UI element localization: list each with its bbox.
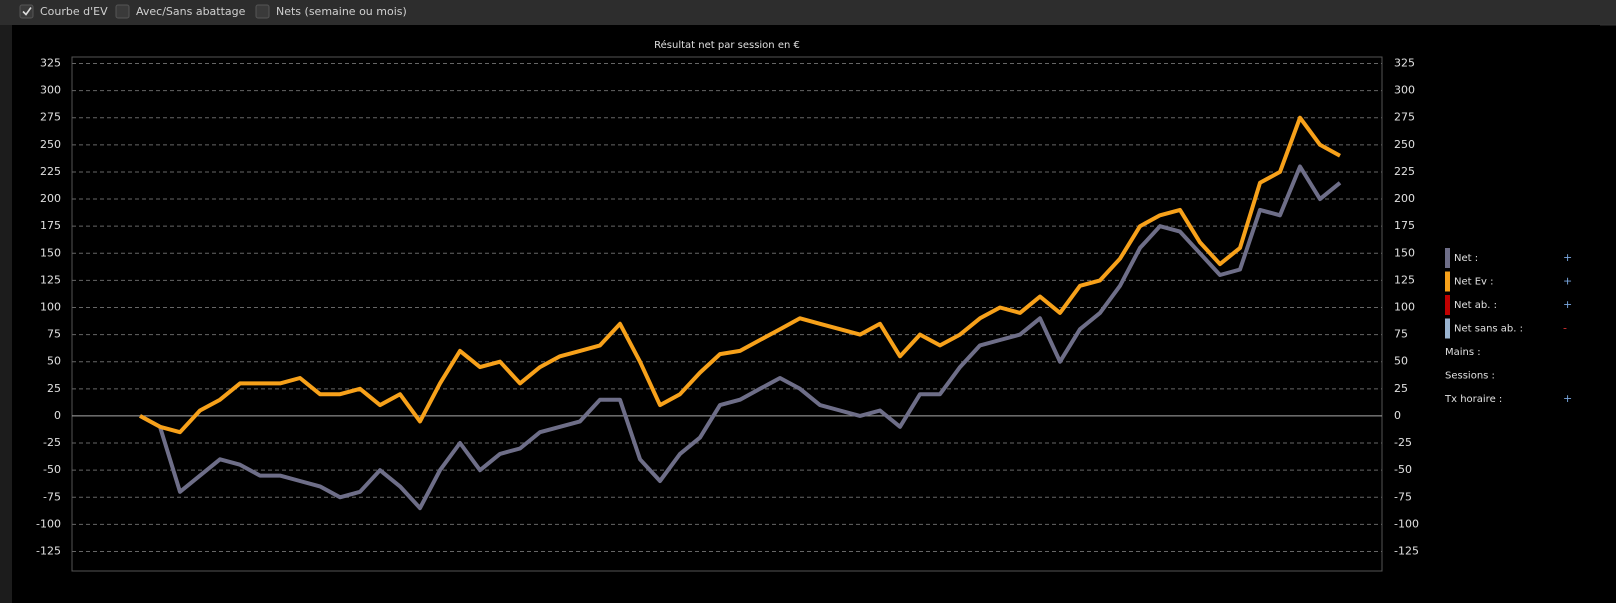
y-tick-label: 275: [40, 111, 61, 124]
y-tick-label: 175: [40, 219, 61, 232]
legend-label: Net :: [1454, 253, 1478, 264]
y2-tick-label: 325: [1394, 57, 1415, 70]
y2-tick-label: 250: [1394, 138, 1415, 151]
y-tick-label: 125: [40, 273, 61, 286]
y-tick-label: -100: [36, 517, 61, 530]
checkbox[interactable]: [255, 4, 270, 19]
y-tick-label: 225: [40, 165, 61, 178]
legend-sign: +: [1563, 275, 1572, 288]
y2-tick-label: -75: [1394, 490, 1412, 503]
y-tick-label: 100: [40, 300, 61, 313]
y-tick-label: 325: [40, 57, 61, 70]
check-mark: [22, 7, 32, 16]
chart-panel: [12, 25, 1616, 603]
y-tick-label: 150: [40, 246, 61, 259]
legend-swatch: [1445, 271, 1450, 292]
stat-label: Tx horaire :: [1444, 394, 1502, 405]
y-tick-label: 0: [54, 409, 61, 422]
side-strip: [0, 25, 12, 603]
y-tick-label: -125: [36, 544, 61, 557]
legend-swatch: [1445, 295, 1450, 315]
y2-tick-label: -50: [1394, 463, 1412, 476]
legend-swatch: [1445, 248, 1450, 268]
series-line: [139, 115, 1341, 435]
y-tick-label: -50: [43, 463, 61, 476]
plot-frame: [71, 56, 1383, 572]
y2-tick-label: 150: [1394, 246, 1415, 259]
legend-label: Net sans ab. :: [1454, 324, 1523, 335]
y2-tick-label: 25: [1394, 382, 1408, 395]
legend-label: Net Ev :: [1454, 277, 1494, 288]
stat-sign: +: [1563, 392, 1572, 405]
y2-tick-label: 300: [1394, 84, 1415, 97]
legend-sign: +: [1563, 251, 1572, 264]
y-tick-label: 50: [47, 355, 61, 368]
legend-sign: +: [1563, 298, 1572, 311]
legend-sign: -: [1563, 322, 1567, 335]
y2-tick-label: 200: [1394, 192, 1415, 205]
y-tick-label: 75: [47, 328, 61, 341]
series-line: [139, 164, 1342, 511]
y2-tick-label: 225: [1394, 165, 1415, 178]
y-tick-label: 300: [40, 84, 61, 97]
checkbox[interactable]: [19, 4, 34, 19]
y2-tick-label: -25: [1394, 436, 1412, 449]
legend-label: Net ab. :: [1454, 300, 1497, 311]
y2-tick-label: 125: [1394, 273, 1415, 286]
y-tick-label: -25: [43, 436, 61, 449]
checkbox-label[interactable]: Courbe d'EV: [40, 5, 108, 18]
y2-tick-label: 75: [1394, 328, 1408, 341]
y2-tick-label: 175: [1394, 219, 1415, 232]
stat-label: Mains :: [1445, 347, 1481, 358]
y2-tick-label: 100: [1394, 300, 1415, 313]
y2-tick-label: 0: [1394, 409, 1401, 422]
y-tick-label: 250: [40, 138, 61, 151]
y-tick-label: -75: [43, 490, 61, 503]
y2-tick-label: -100: [1394, 517, 1419, 530]
checkbox-label[interactable]: Avec/Sans abattage: [136, 5, 246, 18]
y-tick-label: 25: [47, 382, 61, 395]
stat-label: Sessions :: [1445, 371, 1495, 382]
y-tick-label: 200: [40, 192, 61, 205]
y2-tick-label: -125: [1394, 544, 1419, 557]
y2-tick-label: 50: [1394, 355, 1408, 368]
checkbox[interactable]: [115, 4, 130, 19]
chart-title: Résultat net par session en €: [654, 39, 800, 51]
checkbox-label[interactable]: Nets (semaine ou mois): [276, 5, 407, 18]
y2-tick-label: 275: [1394, 111, 1415, 124]
legend-swatch: [1445, 318, 1450, 339]
